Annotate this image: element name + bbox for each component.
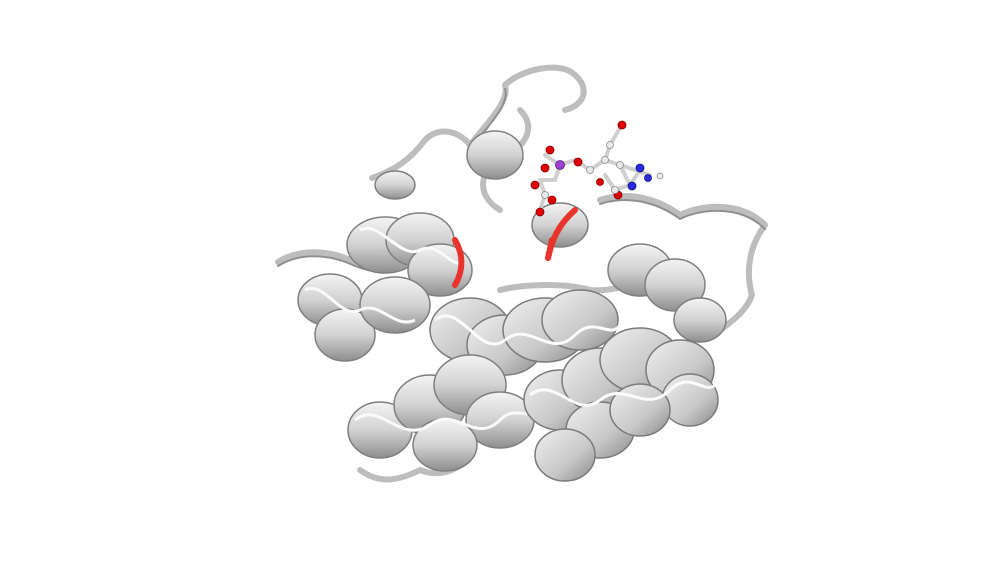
ligand-phosphorus-atoms — [555, 160, 565, 170]
helix-upper-right — [607, 243, 727, 343]
helix-lower-left — [347, 354, 535, 472]
helix-center — [429, 289, 622, 376]
helix-upper-left — [346, 212, 473, 297]
highlighted-residues — [452, 207, 578, 288]
ligand-carbon-atoms — [541, 141, 664, 199]
helix-left — [297, 273, 431, 362]
ligand-molecule — [530, 120, 664, 217]
ligand-oxygen-atoms — [530, 120, 627, 217]
ligand-nitrogen-atoms — [627, 163, 652, 191]
helix-right — [523, 327, 719, 482]
alpha-helices — [297, 130, 727, 482]
